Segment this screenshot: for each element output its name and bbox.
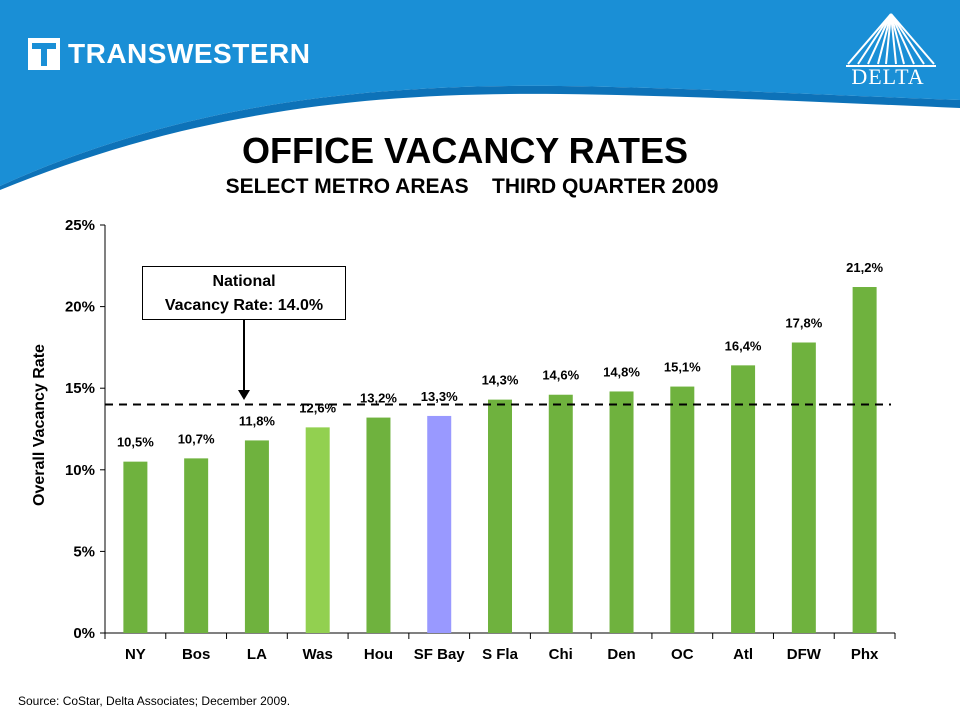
bar-sf-bay [427,415,452,633]
y-axis-label: Overall Vacancy Rate [31,344,48,506]
header-banner [0,0,960,190]
y-tick-label: 10% [65,462,95,479]
callout-line-1: National [212,273,276,290]
data-label: 15,1% [664,360,701,375]
x-tick-label: DFW [787,646,822,663]
x-tick-label: Phx [851,646,879,663]
chart-title: OFFICE VACANCY RATES [241,130,689,171]
bar-oc [670,386,695,633]
y-tick-label: 5% [73,543,95,560]
callout-line-2: Vacancy Rate: 14.0% [164,297,324,314]
chart-subtitle: SELECT METRO AREAS THIRD QUARTER 2009 [225,175,719,198]
source-note: Source: CoStar, Delta Associates; Decemb… [18,694,291,708]
bar-la [244,440,269,633]
data-label: 21,2% [846,260,883,275]
data-label: 13,2% [360,391,397,406]
national-vacancy-callout: National Vacancy Rate: 14.0% [142,266,346,320]
bar-dfw [791,342,816,633]
y-tick-label: 25% [65,217,95,234]
x-tick-label: Hou [364,646,393,663]
delta-logo-icon [846,13,936,67]
bar-hou [366,417,391,633]
delta-wordmark: DELTA [851,64,925,89]
data-label: 10,5% [117,435,154,450]
data-label: 13,3% [421,389,458,404]
bar-phx [852,287,877,633]
data-label: 16,4% [725,338,762,353]
transwestern-logo: TRANSWESTERN [28,38,310,70]
x-tick-label: SF Bay [414,646,466,663]
bar-ny [123,461,148,633]
bar-chi [548,394,573,633]
data-label: 12,6% [299,400,336,415]
bar-was [305,427,330,633]
callout-arrowhead [238,390,250,400]
x-tick-label: Atl [733,646,753,663]
x-tick-label: S Fla [482,646,519,663]
data-label: 17,8% [785,316,822,331]
x-tick-label: Den [607,646,635,663]
x-tick-label: Bos [182,646,210,663]
data-label: 14,6% [542,368,579,383]
x-tick-label: NY [125,646,146,663]
data-label: 14,8% [603,364,640,379]
transwestern-t-icon [28,38,60,70]
x-tick-label: OC [671,646,694,663]
x-tick-label: Was [303,646,333,663]
data-label: 11,8% [239,413,276,428]
data-label: 14,3% [482,373,519,388]
bar-bos [184,458,209,633]
x-tick-label: Chi [549,646,573,663]
bar-den [609,391,634,633]
x-tick-label: LA [247,646,267,663]
brand-name: TRANSWESTERN [68,38,311,69]
y-tick-label: 15% [65,380,95,397]
bar-s-fla [488,399,512,633]
y-tick-label: 0% [73,625,95,642]
y-tick-label: 20% [65,299,95,316]
data-label: 10,7% [178,431,215,446]
bar-atl [731,365,756,633]
